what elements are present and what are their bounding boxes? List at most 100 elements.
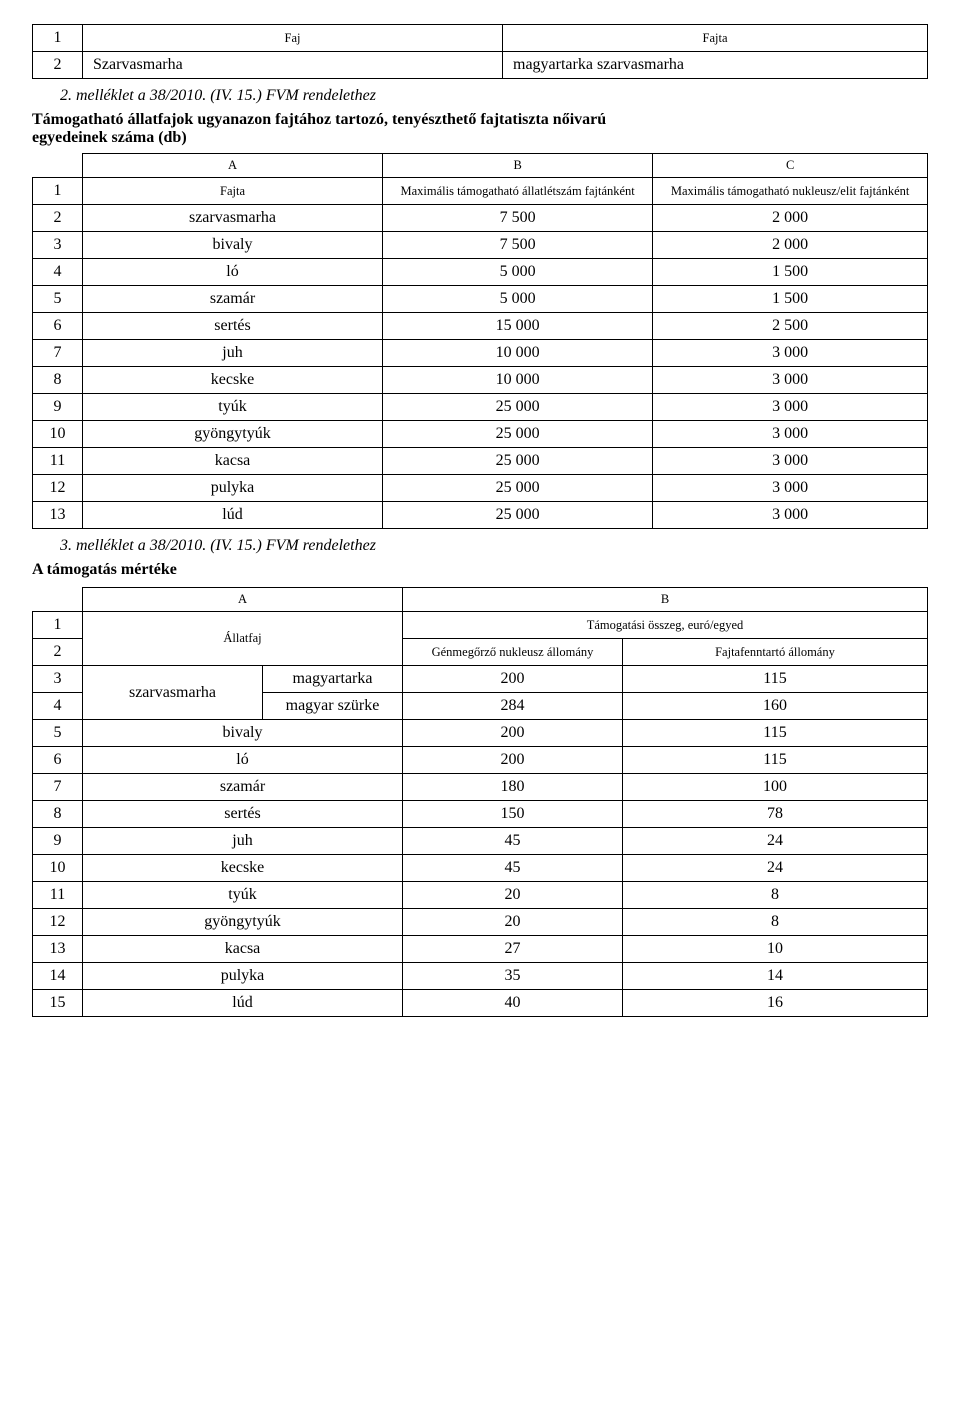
row-number: 5 — [33, 286, 83, 313]
max-nukleusz-cell: 3 000 — [653, 340, 928, 367]
max-nukleusz-cell: 2 000 — [653, 232, 928, 259]
max-allat-cell: 25 000 — [383, 421, 653, 448]
table-row: 3bivaly7 5002 000 — [33, 232, 928, 259]
gen-value: 180 — [403, 774, 623, 801]
fajta-cell: kecske — [83, 367, 383, 394]
max-allat-cell: 10 000 — [383, 340, 653, 367]
gen-value: 284 — [403, 693, 623, 720]
fajta-cell: bivaly — [83, 232, 383, 259]
allatfaj-cell: kecske — [83, 855, 403, 882]
allatfaj-cell: tyúk — [83, 882, 403, 909]
fajta-value: 8 — [623, 909, 928, 936]
gen-value: 40 — [403, 990, 623, 1017]
max-allat-cell: 7 500 — [383, 205, 653, 232]
gen-value: 45 — [403, 855, 623, 882]
allatfaj-cell: kacsa — [83, 936, 403, 963]
max-nukleusz-cell: 3 000 — [653, 367, 928, 394]
row-number: 5 — [33, 720, 83, 747]
table-row: 14pulyka3514 — [33, 963, 928, 990]
row-number: 7 — [33, 340, 83, 367]
row-number: 1 — [33, 612, 83, 639]
table-row: 12pulyka25 0003 000 — [33, 475, 928, 502]
gen-value: 150 — [403, 801, 623, 828]
allatfaj-cell: pulyka — [83, 963, 403, 990]
table-row: 10gyöngytyúk25 0003 000 — [33, 421, 928, 448]
fajta-cell: gyöngytyúk — [83, 421, 383, 448]
col-c: C — [653, 154, 928, 178]
row-number: 11 — [33, 882, 83, 909]
table-row: 9juh4524 — [33, 828, 928, 855]
table-row: 5bivaly200115 — [33, 720, 928, 747]
max-nukleusz-cell: 3 000 — [653, 502, 928, 529]
sub-breed: magyar szürke — [263, 693, 403, 720]
fajta-cell: juh — [83, 340, 383, 367]
faj-cell: Faj — [83, 25, 503, 52]
row-number: 4 — [33, 693, 83, 720]
table-3: A B 1 Állatfaj Támogatási összeg, euró/e… — [32, 587, 928, 1017]
gen-value: 200 — [403, 720, 623, 747]
max-nukleusz-cell: 2 000 — [653, 205, 928, 232]
row-number: 12 — [33, 909, 83, 936]
fajta-cell: Fajta — [503, 25, 928, 52]
max-nukleusz-cell: 3 000 — [653, 394, 928, 421]
row-number: 9 — [33, 394, 83, 421]
max-nukleusz-cell: 1 500 — [653, 286, 928, 313]
fajta-value: 115 — [623, 747, 928, 774]
table-row: 2Szarvasmarhamagyartarka szarvasmarha — [33, 52, 928, 79]
fajta-cell: kacsa — [83, 448, 383, 475]
max-nukleusz-cell: 3 000 — [653, 421, 928, 448]
max-nukleusz-cell: 1 500 — [653, 259, 928, 286]
row-number: 6 — [33, 747, 83, 774]
row-number: 13 — [33, 936, 83, 963]
fajta-cell: magyartarka szarvasmarha — [503, 52, 928, 79]
gen-value: 200 — [403, 666, 623, 693]
annex-3-italic-heading: 3. melléklet a 38/2010. (IV. 15.) FVM re… — [60, 537, 928, 555]
row-number: 8 — [33, 367, 83, 394]
header-fajta: Fajta — [83, 178, 383, 205]
row-number: 3 — [33, 232, 83, 259]
fajta-value: 14 — [623, 963, 928, 990]
row-number: 13 — [33, 502, 83, 529]
row-number: 2 — [33, 639, 83, 666]
allatfaj-cell: lúd — [83, 990, 403, 1017]
fajta-cell: pulyka — [83, 475, 383, 502]
row-number: 6 — [33, 313, 83, 340]
max-allat-cell: 5 000 — [383, 259, 653, 286]
fajta-cell: ló — [83, 259, 383, 286]
table-row: 4ló5 0001 500 — [33, 259, 928, 286]
fajta-value: 160 — [623, 693, 928, 720]
max-allat-cell: 15 000 — [383, 313, 653, 340]
table-row: 13lúd25 0003 000 — [33, 502, 928, 529]
table-row: 8kecske10 0003 000 — [33, 367, 928, 394]
row-number: 2 — [33, 205, 83, 232]
table-row: 10kecske4524 — [33, 855, 928, 882]
gen-value: 45 — [403, 828, 623, 855]
col-b: B — [383, 154, 653, 178]
header-allatfaj: Állatfaj — [83, 612, 403, 666]
annex-2-bold-heading: Támogatható állatfajok ugyanazon fajtáho… — [32, 111, 672, 147]
col-a: A — [83, 154, 383, 178]
table-row: 13kacsa2710 — [33, 936, 928, 963]
table-3-szarvasmarha-row-1: 3 szarvasmarha magyartarka 200 115 — [33, 666, 928, 693]
row-number: 9 — [33, 828, 83, 855]
row-number: 7 — [33, 774, 83, 801]
gen-value: 200 — [403, 747, 623, 774]
max-nukleusz-cell: 3 000 — [653, 448, 928, 475]
allatfaj-cell: bivaly — [83, 720, 403, 747]
fajta-cell: sertés — [83, 313, 383, 340]
max-nukleusz-cell: 2 500 — [653, 313, 928, 340]
fajta-value: 115 — [623, 666, 928, 693]
header-max-nukleusz: Maximális támogatható nukleusz/elit fajt… — [653, 178, 928, 205]
header-gen: Génmegőrző nukleusz állomány — [403, 639, 623, 666]
table-row: 5szamár5 0001 500 — [33, 286, 928, 313]
fajta-value: 10 — [623, 936, 928, 963]
table-row: 8sertés15078 — [33, 801, 928, 828]
fajta-value: 100 — [623, 774, 928, 801]
table-row: 7szamár180100 — [33, 774, 928, 801]
row-number: 4 — [33, 259, 83, 286]
col-b: B — [403, 588, 928, 612]
row-number: 3 — [33, 666, 83, 693]
table-3-header-row-1: 1 Állatfaj Támogatási összeg, euró/egyed — [33, 612, 928, 639]
fajta-cell: lúd — [83, 502, 383, 529]
row-number: 14 — [33, 963, 83, 990]
